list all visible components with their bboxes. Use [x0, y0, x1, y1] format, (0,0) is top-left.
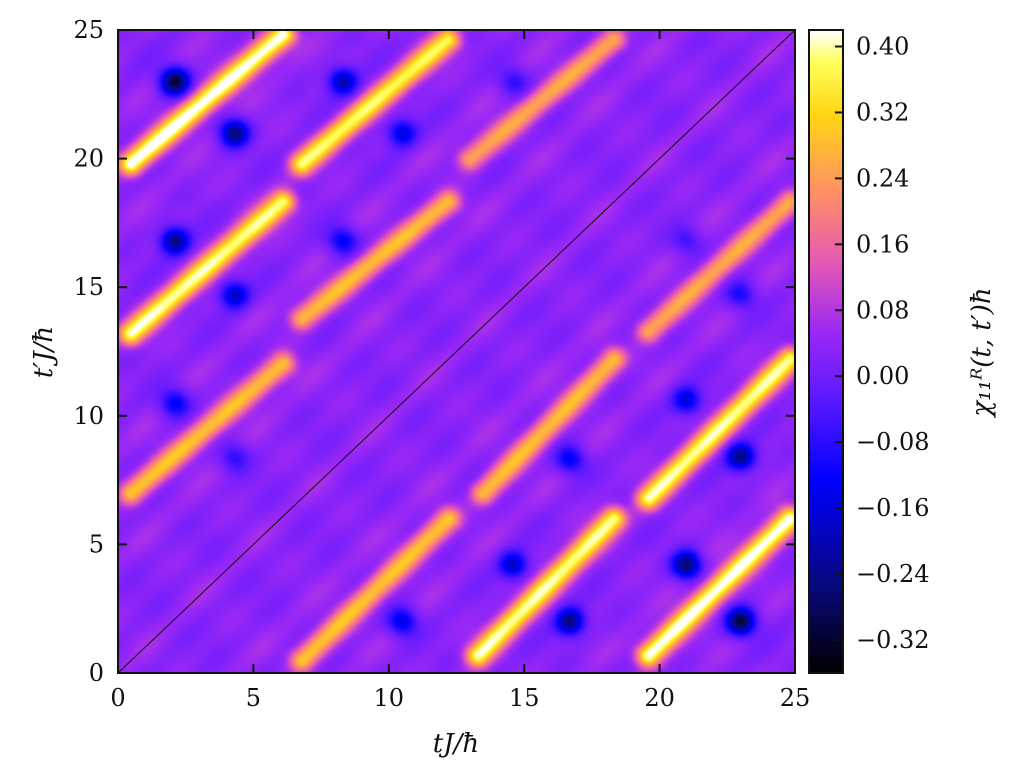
y-tick-label: 0: [89, 659, 104, 687]
x-axis-label: tJ/ħ: [433, 729, 479, 759]
colorbar-tick-label: 0.08: [856, 296, 909, 324]
plot-frame: [117, 29, 796, 674]
y-axis-label: t′J/ħ: [29, 326, 59, 378]
colorbar-tick-label: 0.16: [856, 230, 909, 258]
colorbar-tick-label: −0.16: [856, 494, 930, 522]
colorbar: 0.40 0.32 0.24 0.16 0.08 0.00 −0.08 −0.16 −0.24 −…: [808, 29, 930, 674]
x-tick-label: 10: [374, 684, 405, 712]
diagonal-line: [117, 29, 796, 674]
colorbar-label: χ₁₁ᴿ(t, t′)ħ: [967, 287, 997, 418]
colorbar-tick-label: 0.00: [856, 362, 909, 390]
colorbar-tick-label: −0.08: [856, 428, 930, 456]
x-tick-label: 5: [246, 684, 261, 712]
colorbar-frame: [808, 29, 844, 674]
x-tick-label: 20: [644, 684, 675, 712]
y-tick-label: 25: [73, 16, 104, 44]
y-tick-label: 15: [73, 273, 104, 301]
y-axis-ticks: 0 5 10 15 20 25: [73, 16, 795, 687]
plot-area: [117, 29, 796, 674]
x-axis-ticks: 0 5 10 15 20 25: [110, 30, 810, 712]
colorbar-tick-label: −0.24: [856, 560, 930, 588]
y-tick-label: 10: [73, 402, 104, 430]
colorbar-tick-label: 0.32: [856, 98, 909, 126]
colorbar-ticks: 0.40 0.32 0.24 0.16 0.08 0.00 −0.08 −0.16 −0.24 −…: [835, 32, 930, 654]
x-tick-label: 0: [110, 684, 125, 712]
colorbar-tick-label: −0.32: [856, 626, 930, 654]
y-tick-label: 5: [89, 530, 104, 558]
colorbar-tick-label: 0.40: [856, 32, 909, 60]
x-tick-label: 25: [780, 684, 811, 712]
x-tick-label: 15: [509, 684, 540, 712]
colorbar-gradient: [809, 30, 843, 673]
colorbar-tick-label: 0.24: [856, 164, 909, 192]
y-tick-label: 20: [73, 145, 104, 173]
